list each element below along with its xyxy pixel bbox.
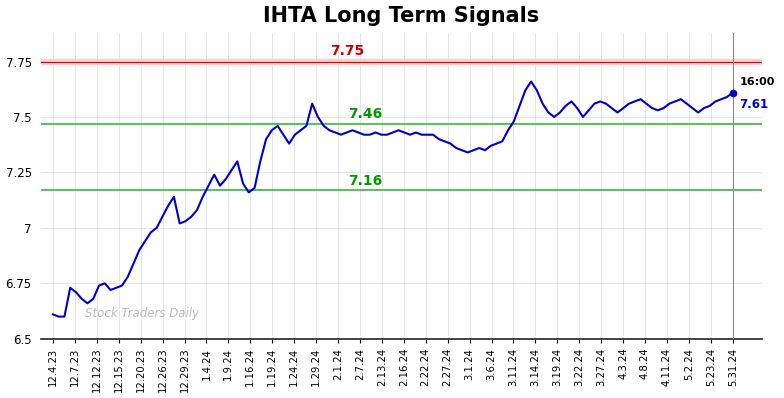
Title: IHTA Long Term Signals: IHTA Long Term Signals: [263, 6, 539, 25]
Bar: [42, 59, 761, 64]
Text: 7.61: 7.61: [739, 98, 769, 111]
Text: 7.75: 7.75: [331, 44, 365, 58]
Text: Stock Traders Daily: Stock Traders Daily: [85, 307, 198, 320]
Text: 16:00: 16:00: [739, 77, 775, 87]
Text: 7.46: 7.46: [348, 107, 383, 121]
Text: 7.16: 7.16: [348, 174, 383, 187]
